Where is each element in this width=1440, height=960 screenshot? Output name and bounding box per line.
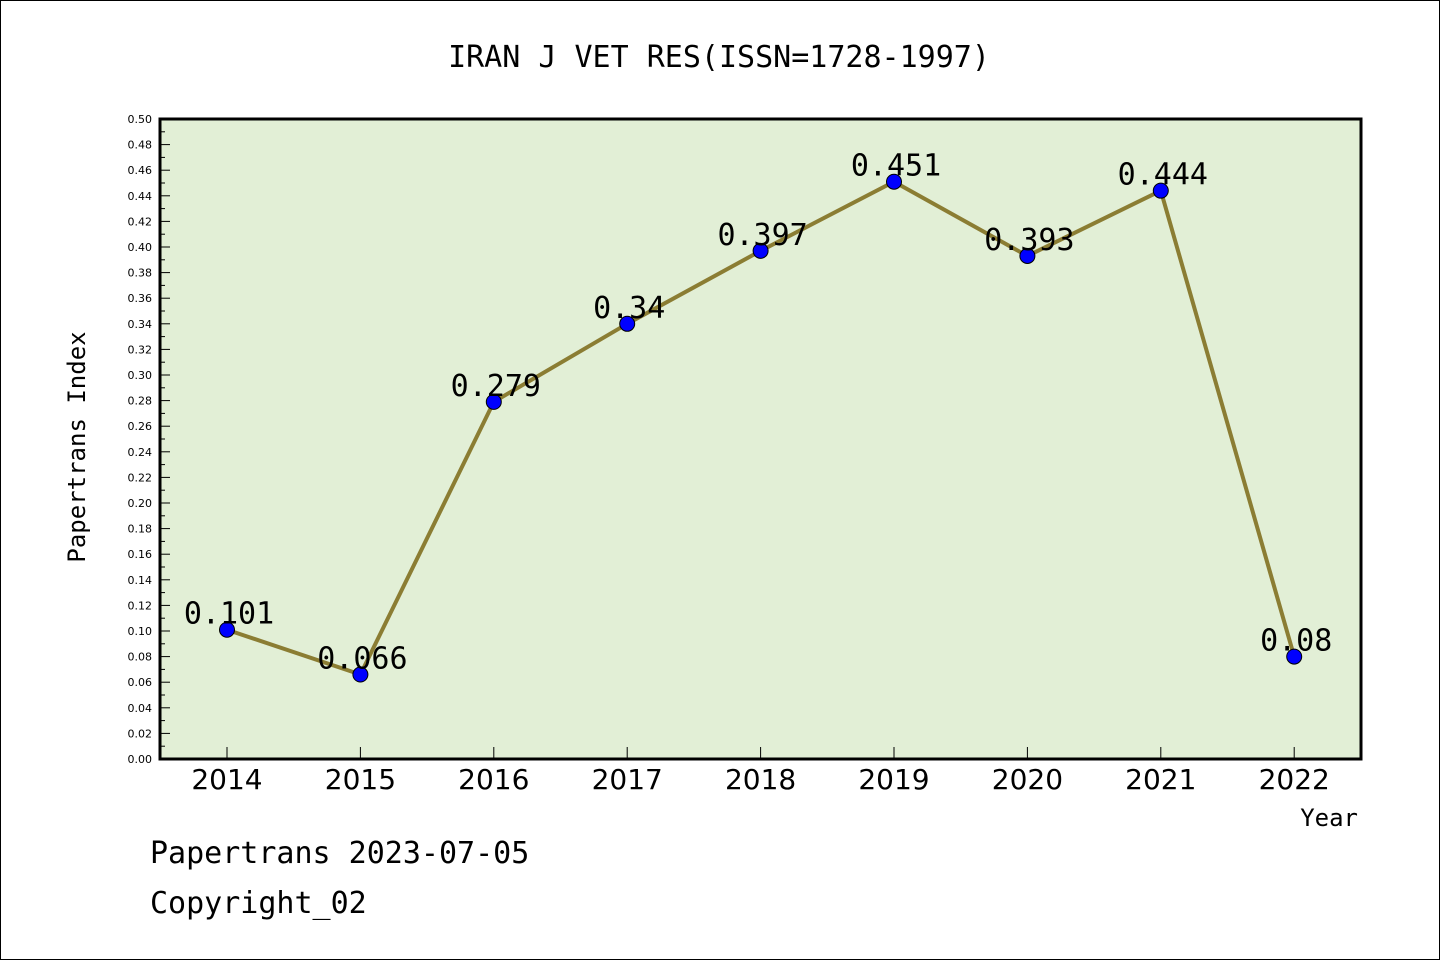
x-tick-label: 2016 — [458, 763, 529, 796]
y-tick-label: 0.50 — [128, 113, 153, 126]
y-tick-label: 0.30 — [128, 369, 153, 382]
footer-date: Papertrans 2023-07-05 — [150, 836, 529, 871]
y-tick-label: 0.28 — [128, 395, 153, 408]
data-point — [1152, 182, 1169, 199]
plot-area — [158, 117, 1363, 761]
y-tick-label: 0.32 — [128, 343, 153, 356]
data-label: 0.066 — [317, 642, 407, 677]
y-tick-label: 0.06 — [128, 676, 153, 689]
y-tick-label: 0.38 — [128, 267, 153, 280]
y-tick-label: 0.34 — [128, 318, 153, 331]
y-tick-label: 0.20 — [128, 497, 153, 510]
y-tick-label: 0.48 — [128, 139, 153, 152]
data-label: 0.34 — [593, 291, 665, 326]
series-group — [219, 173, 1303, 683]
y-tick-label: 0.36 — [128, 292, 153, 305]
data-label: 0.397 — [717, 218, 807, 253]
y-tick-label: 0.22 — [128, 471, 153, 484]
chart-title: IRAN J VET RES(ISSN=1728-1997) — [448, 40, 990, 75]
data-label: 0.393 — [984, 223, 1074, 258]
y-tick-label: 0.02 — [128, 727, 153, 740]
x-tick-label: 2018 — [725, 763, 796, 796]
y-tick-label: 0.12 — [128, 599, 153, 612]
y-tick-label: 0.08 — [128, 651, 153, 664]
x-tick-label: 2022 — [1259, 763, 1330, 796]
y-tick-label: 0.42 — [128, 215, 153, 228]
x-tick-label: 2021 — [1125, 763, 1196, 796]
data-point — [886, 173, 902, 190]
y-axis: 0.00 0.02 0.04 0.06 0.08 0.10 0.12 0.14 0.16 0.18… — [128, 113, 170, 766]
y-tick-label: 0.18 — [128, 523, 153, 536]
y-tick-label: 0.40 — [128, 241, 153, 254]
data-point — [219, 621, 235, 638]
data-label: 0.101 — [184, 597, 274, 632]
y-tick-label: 0.46 — [128, 164, 153, 177]
x-tick-label: 2014 — [191, 763, 262, 796]
x-tick-label: 2015 — [325, 763, 396, 796]
data-point — [752, 242, 769, 259]
data-labels-group: 0.101 0.066 0.279 0.34 0.397 0.451 0.393 0.444 0… — [184, 149, 1332, 677]
x-tick-label: 2017 — [592, 763, 663, 796]
x-axis-label: Year — [1300, 804, 1358, 832]
footer-copyright: Copyright_02 — [150, 886, 367, 921]
y-tick-label: 0.00 — [128, 753, 153, 766]
x-tick-label: 2019 — [858, 763, 929, 796]
y-tick-label: 0.26 — [128, 420, 153, 433]
data-label: 0.451 — [851, 149, 941, 184]
data-point — [352, 666, 369, 683]
y-tick-label: 0.04 — [128, 702, 153, 715]
y-axis-label: Papertrans Index — [63, 331, 91, 562]
y-tick-label: 0.14 — [128, 574, 153, 587]
data-point — [485, 393, 502, 410]
data-label: 0.08 — [1260, 624, 1332, 659]
y-tick-label: 0.10 — [128, 625, 153, 638]
data-label: 0.279 — [451, 369, 541, 404]
x-axis: 2014 2015 2016 2017 2018 2019 2020 2021 2022 — [191, 747, 1330, 796]
y-tick-label: 0.16 — [128, 548, 153, 561]
x-tick-label: 2020 — [992, 763, 1063, 796]
y-tick-label: 0.44 — [128, 190, 153, 203]
data-point — [1019, 247, 1036, 264]
data-point — [619, 315, 636, 332]
data-label: 0.444 — [1118, 158, 1208, 193]
y-tick-label: 0.24 — [128, 446, 153, 459]
data-point — [1286, 648, 1303, 665]
